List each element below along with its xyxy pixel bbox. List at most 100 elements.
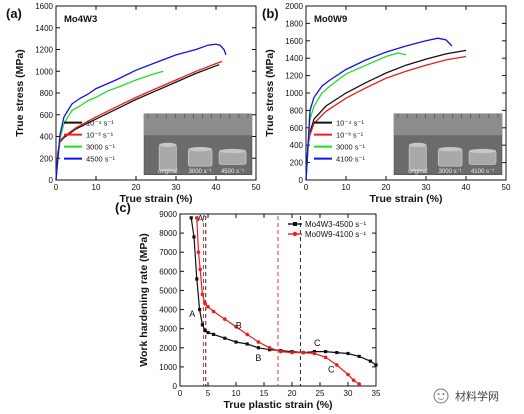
panel-b-letter: (b) [262, 6, 279, 21]
chart-c-stage-label-0: A [189, 309, 195, 319]
chart-c-series-1-marker [200, 292, 205, 297]
watermark-text: 材料学网 [455, 389, 499, 403]
chart-c-y-axis-title: Work hardening rate (MPa) [138, 233, 150, 366]
chart-b-y-tick-label: 1800 [285, 19, 303, 28]
chart-a-y-tick-label: 600 [40, 111, 54, 120]
chart-a-y-tick-label: 1400 [35, 24, 53, 33]
chart-b-x-tick-label: 30 [422, 183, 431, 192]
chart-a-series-line-2 [55, 70, 164, 181]
chart-a-y-tick-label: 800 [40, 89, 54, 98]
chart-a-y-tick-label: 1200 [35, 46, 53, 55]
chart-b-inset-label: 3000 s⁻¹ [439, 169, 462, 175]
chart-a: 0 10 20 30 40 50 0 200 400 600 800 1000 1200 1400 1600… [14, 2, 261, 205]
chart-b-inset-photo: original 3000 s⁻¹ 4100 s⁻¹ [393, 113, 503, 176]
chart-b-x-tick-label: 0 [304, 183, 309, 192]
chart-b-y-tick-label: 2000 [285, 2, 303, 11]
chart-a-y-tick-label: 1600 [35, 2, 53, 11]
chart-b-inset-ruler [394, 113, 502, 136]
chart-b-x-tick-label: 20 [382, 183, 391, 192]
chart-a-inset-ruler [144, 113, 252, 136]
panel-c-letter: (c) [115, 200, 131, 215]
chart-b-x-axis-title: True strain (%) [370, 193, 443, 205]
watermark: 材料学网 [433, 388, 499, 404]
chart-c-series-0-marker [268, 348, 272, 352]
chart-c-y-tick-label: 6000 [159, 267, 177, 276]
chart-a-series-line-3 [55, 43, 227, 181]
chart-c-y-tick-label: 7000 [159, 248, 177, 257]
chart-c-series-0-marker [346, 351, 350, 356]
chart-c-y-tick-label: 0 [173, 382, 178, 391]
chart-c-legend-marker-0 [293, 222, 297, 226]
chart-c-y-tick-label: 8000 [159, 229, 177, 238]
chart-c-series-1-marker [206, 304, 210, 309]
chart-a-legend-label-1: 10⁻³ s⁻¹ [86, 131, 114, 140]
chart-c-legend-label-0: Mo4W3-4500 s⁻¹ [305, 220, 366, 229]
chart-b-inset-label: original [408, 169, 427, 175]
chart-c-x-tick-label: 0 [178, 389, 183, 398]
chart-c-series-0-marker [256, 346, 260, 350]
chart-a-x-tick-label: 10 [92, 183, 101, 192]
chart-c-series-1-marker [346, 372, 350, 377]
chart-c-x-tick-label: 5 [206, 389, 211, 398]
chart-c-series-1-marker [195, 216, 199, 220]
chart-c-y-tick-label: 2000 [159, 344, 177, 353]
chart-b-y-tick-label: 0 [299, 176, 304, 185]
chart-a-legend-label-2: 3000 s⁻¹ [86, 143, 115, 152]
chart-c-series-0-marker [234, 340, 238, 344]
chart-c-series-0-marker [335, 350, 339, 355]
chart-c-x-tick-label: 30 [344, 389, 353, 398]
chart-c-y-tick-label: 9000 [159, 210, 177, 219]
chart-a-inset-label: 3000 s⁻¹ [189, 169, 212, 175]
chart-a-x-axis-title: True strain (%) [120, 193, 193, 205]
chart-c-series-1-marker [203, 302, 207, 306]
chart-b-x-tick-label: 40 [462, 183, 471, 192]
chart-c-stage-label-5: C [328, 365, 335, 375]
chart-a-y-axis-title: True stress (MPa) [14, 49, 26, 137]
chart-a-x-tick-label: 30 [172, 183, 181, 192]
chart-c-series-1-marker [267, 345, 272, 350]
chart-b-alloy-name: Mo0W9 [314, 14, 347, 25]
chart-a-y-tick-label: 200 [40, 154, 54, 163]
chart-a-x-tick-label: 20 [132, 183, 141, 192]
chart-a-specimen-top [188, 147, 213, 152]
chart-c-series-1-marker [351, 378, 356, 383]
chart-c-series-1-marker [290, 350, 294, 355]
chart-b-y-axis-title: True stress (MPa) [264, 49, 276, 137]
chart-c-series-0-marker [206, 330, 210, 335]
chart-c-x-tick-label: 25 [316, 389, 325, 398]
chart-c-stage-label-2: B [236, 321, 242, 331]
panel-a-letter: (a) [6, 6, 22, 21]
chart-c-legend-marker-1 [292, 231, 298, 237]
chart-b-legend-label-2: 3000 s⁻¹ [336, 143, 365, 152]
chart-c-x-tick-label: 10 [232, 389, 241, 398]
chart-c-stage-label-4: C [314, 338, 321, 348]
chart-c-series-0-marker [195, 277, 199, 281]
chart-b-y-tick-label: 1200 [285, 72, 303, 81]
chart-c-legend-label-1: Mo0W9-4100 s⁻¹ [305, 230, 366, 239]
chart-c-series-1-marker [256, 340, 261, 344]
chart-b-series-line-3 [305, 37, 453, 181]
chart-a-specimen-top [159, 142, 177, 148]
chart-a-legend-label-3: 4500 s⁻¹ [86, 155, 115, 164]
chart-a-x-tick-label: 0 [54, 183, 59, 192]
chart-a-y-tick-label: 1000 [35, 67, 53, 76]
chart-a-specimen [158, 144, 177, 171]
chart-a-specimen-top [219, 148, 247, 154]
chart-b-legend-label-1: 10⁻³ s⁻¹ [336, 131, 364, 140]
chart-c-stage-label-3: B [255, 353, 261, 363]
chart-a-y-tick-label: 400 [40, 133, 54, 142]
chart-c-series-1-marker [196, 250, 201, 255]
chart-c-series-0-marker [200, 323, 204, 327]
chart-c-series-1-marker [312, 351, 317, 356]
chart-a-inset-label: 4500 s⁻¹ [221, 169, 244, 175]
chart-a-x-tick-label: 40 [212, 183, 221, 192]
chart-b-specimen-top [438, 147, 463, 152]
chart-b: 0 10 20 30 40 50 0 200 400 600 800 1000 1200 1400 1600… [264, 2, 511, 205]
chart-b-y-tick-label: 800 [290, 106, 304, 115]
chart-b-y-tick-label: 200 [290, 159, 304, 168]
chart-c-series-1-marker [279, 349, 283, 354]
chart-b-specimen-top [409, 142, 427, 148]
chart-a-specimen [187, 148, 213, 167]
chart-b-legend-label-0: 10⁻⁴ s⁻¹ [336, 119, 364, 128]
